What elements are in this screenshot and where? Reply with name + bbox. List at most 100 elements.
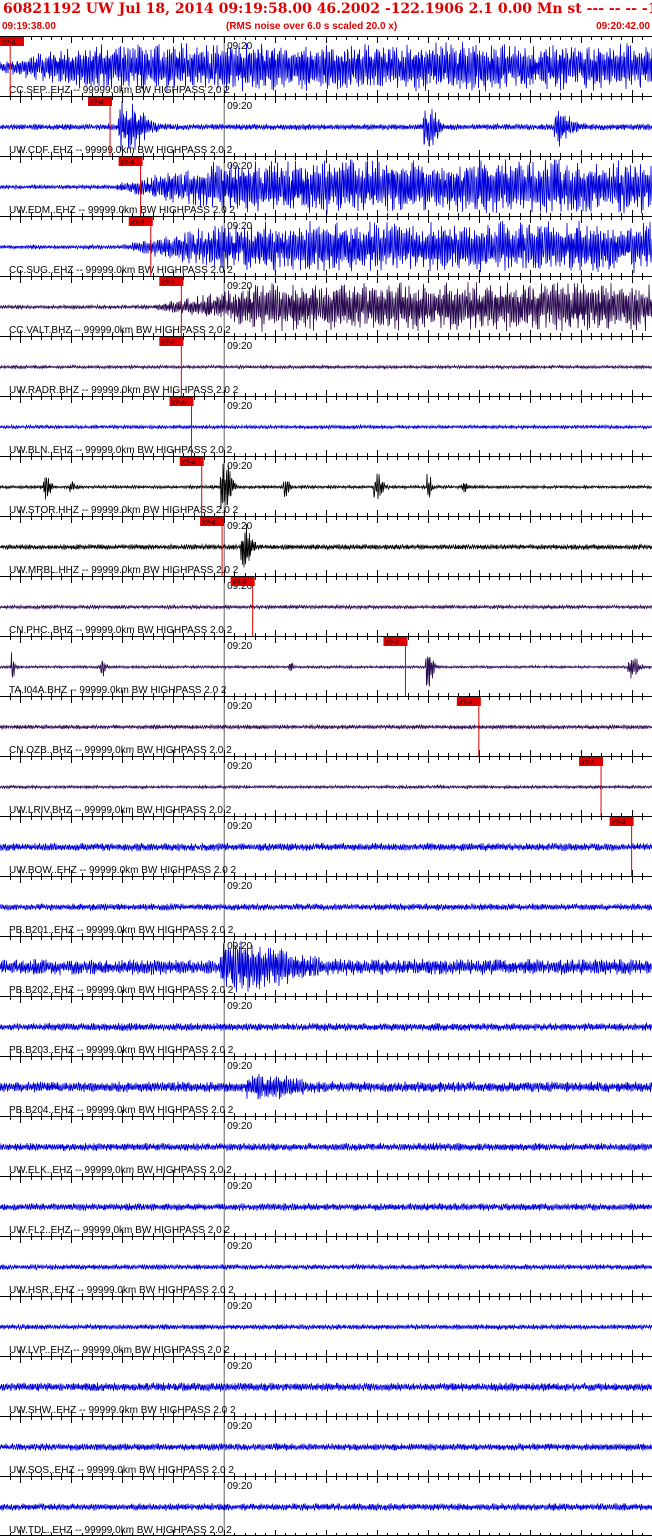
pick-flag (159, 337, 184, 346)
minute-label: 09:20 (227, 1481, 252, 1492)
station-label: CC.SUG..EHZ -- 99999.0km BW HIGHPASS 2.0… (9, 265, 233, 276)
waveform (0, 524, 652, 568)
waveform (0, 783, 652, 791)
station-label: PB.B201..EHZ -- 99999.0km BW HIGHPASS 2.… (9, 925, 234, 936)
trace-panel: 09:20 UW.SOS..EHZ -- 99999.0km BW HIGHPAS… (0, 1416, 652, 1476)
trace-panel: 09:20 UW.BLN..EHZ -- 99999.0km BW HIGHPAS… (0, 396, 652, 456)
trace-panel: 09:20 UW.LVP..EHZ -- 99999.0km BW HIGHPAS… (0, 1296, 652, 1356)
trace-panel: 09:20 CN.OZB..BHZ -- 99999.0km BW HIGHPAS… (0, 696, 652, 756)
trace-panel: 09:20 UW.SHW..EHZ -- 99999.0km BW HIGHPAS… (0, 1356, 652, 1416)
station-label: UW.LVP..EHZ -- 99999.0km BW HIGHPASS 2.0… (9, 1345, 230, 1356)
station-label: UW.MRBL.HHZ -- 99999.0km BW HIGHPASS 2.0… (9, 565, 239, 576)
trace-panel: 09:20 CN.PHC..BHZ -- 99999.0km BW HIGHPAS… (0, 576, 652, 636)
waveform (0, 1202, 652, 1212)
waveform (0, 603, 652, 611)
pick-flag (609, 817, 634, 826)
waveform (0, 423, 652, 431)
minute-label: 09:20 (227, 581, 252, 592)
trace-panel: 09:20 UW.CDF..EHZ -- 99999.0km BW HIGHPAS… (0, 96, 652, 156)
pick-label: x?-4 (90, 100, 104, 107)
pick-flag (179, 457, 204, 466)
minute-label: 09:20 (227, 1181, 252, 1192)
station-label: UW.LRIV.BHZ -- 99999.0km BW HIGHPASS 2.0… (9, 805, 232, 816)
pick-label: x?-4 (2, 40, 16, 47)
pick-label: x?-4 (202, 520, 216, 527)
minute-label: 09:20 (227, 641, 252, 652)
trace-panel: 09:20 PB.B201..EHZ -- 99999.0km BW HIGHPA… (0, 876, 652, 936)
minute-label: 09:20 (227, 41, 252, 52)
pick-label: x?-4 (233, 580, 247, 587)
trace-panel: 09:20 UW.LRIV.BHZ -- 99999.0km BW HIGHPAS… (0, 756, 652, 816)
pick-flag (128, 217, 153, 226)
minute-label: 09:20 (227, 161, 252, 172)
pick-flag (456, 697, 481, 706)
minute-label: 09:20 (227, 401, 252, 412)
waveform (0, 1323, 652, 1331)
minute-label: 09:20 (227, 281, 252, 292)
waveform (0, 1263, 652, 1272)
pick-label: x?-4 (459, 700, 473, 707)
trace-panel: 09:20 PB.B203..EHZ -- 99999.0km BW HIGHPA… (0, 996, 652, 1056)
minute-label: 09:20 (227, 1001, 252, 1012)
trace-panel: 09:20 UW.MRBL.HHZ -- 99999.0km BW HIGHPAS… (0, 516, 652, 576)
station-label: CN.OZB..BHZ -- 99999.0km BW HIGHPASS 2.0… (9, 745, 232, 756)
pick-label: x?-4 (131, 220, 145, 227)
pick-flag (159, 277, 184, 286)
minute-label: 09:20 (227, 101, 252, 112)
pick-flag (230, 577, 255, 586)
station-label: UW.BOW..EHZ -- 99999.0km BW HIGHPASS 2.0… (9, 865, 237, 876)
trace-panel: 09:20 CC.SEP..EHZ -- 99999.0km BW HIGHPAS… (0, 36, 652, 96)
pick-flag (118, 157, 143, 166)
station-label: PB.B202..EHZ -- 99999.0km BW HIGHPASS 2.… (9, 985, 234, 996)
station-label: UW.STOR.HHZ -- 99999.0km BW HIGHPASS 2.0… (9, 505, 239, 516)
waveform (0, 902, 652, 912)
station-label: TA.I04A.BHZ -- 99999.0km BW HIGHPASS 2.0… (9, 685, 227, 696)
minute-label: 09:20 (227, 1421, 252, 1432)
trace-panel: 09:20 CC.SUG..EHZ -- 99999.0km BW HIGHPAS… (0, 216, 652, 276)
trace-panel: 09:20 PB.B204..EHZ -- 99999.0km BW HIGHPA… (0, 1056, 652, 1116)
minute-label: 09:20 (227, 521, 252, 532)
station-label: UW.HSR..EHZ -- 99999.0km BW HIGHPASS 2.0… (9, 1285, 234, 1296)
minute-label: 09:20 (227, 1301, 252, 1312)
station-label: PB.B203..EHZ -- 99999.0km BW HIGHPASS 2.… (9, 1045, 234, 1056)
waveform (0, 1381, 652, 1393)
minute-label: 09:20 (227, 1241, 252, 1252)
station-label: UW.TDL..EHZ -- 99999.0km BW HIGHPASS 2.0… (9, 1525, 232, 1536)
minute-label: 09:20 (227, 821, 252, 832)
waveform (0, 41, 652, 92)
station-label: CC.VALT.BHZ -- 99999.0km BW HIGHPASS 2.0… (9, 325, 231, 336)
station-label: UW.SOS..EHZ -- 99999.0km BW HIGHPASS 2.0… (9, 1465, 234, 1476)
pick-label: x?-4 (581, 760, 595, 767)
pick-label: x?-4 (121, 160, 135, 167)
pick-flag (169, 397, 194, 406)
pick-label: x?-4 (161, 280, 175, 287)
pick-label: x?-4 (182, 460, 196, 467)
station-label: UW.BLN..EHZ -- 99999.0km BW HIGHPASS 2.0… (9, 445, 233, 456)
waveform (0, 842, 652, 852)
minute-label: 09:20 (227, 701, 252, 712)
trace-panel: 09:20 UW.BOW..EHZ -- 99999.0km BW HIGHPAS… (0, 816, 652, 876)
station-label: UW.RADR.BHZ -- 99999.0km BW HIGHPASS 2.0… (9, 385, 239, 396)
trace-panel: 09:20 UW.STOR.HHZ -- 99999.0km BW HIGHPAS… (0, 456, 652, 516)
minute-label: 09:20 (227, 341, 252, 352)
station-label: CC.SEP..EHZ -- 99999.0km BW HIGHPASS 2.0… (9, 85, 230, 96)
station-label: CN.PHC..BHZ -- 99999.0km BW HIGHPASS 2.0… (9, 625, 233, 636)
waveform (0, 363, 652, 371)
pick-flag (88, 97, 113, 106)
trace-panel: 09:20 TA.I04A.BHZ -- 99999.0km BW HIGHPAS… (0, 636, 652, 696)
station-label: PB.B204..EHZ -- 99999.0km BW HIGHPASS 2.… (9, 1105, 234, 1116)
minute-label: 09:20 (227, 1061, 252, 1072)
station-label: UW.ELK..EHZ -- 99999.0km BW HIGHPASS 2.0… (9, 1165, 232, 1176)
minute-label: 09:20 (227, 761, 252, 772)
station-label: UW.EDM..EHZ -- 99999.0km BW HIGHPASS 2.0… (9, 205, 235, 216)
minute-label: 09:20 (227, 1121, 252, 1132)
pick-flag (0, 37, 24, 46)
pick-label: x?-4 (612, 820, 626, 827)
pick-label: x?-4 (172, 400, 186, 407)
pick-label: x?-4 (385, 640, 399, 647)
minute-label: 09:20 (227, 461, 252, 472)
trace-panel: 09:20 UW.TDL..EHZ -- 99999.0km BW HIGHPAS… (0, 1476, 652, 1536)
waveform (0, 282, 652, 332)
minute-label: 09:20 (227, 221, 252, 232)
